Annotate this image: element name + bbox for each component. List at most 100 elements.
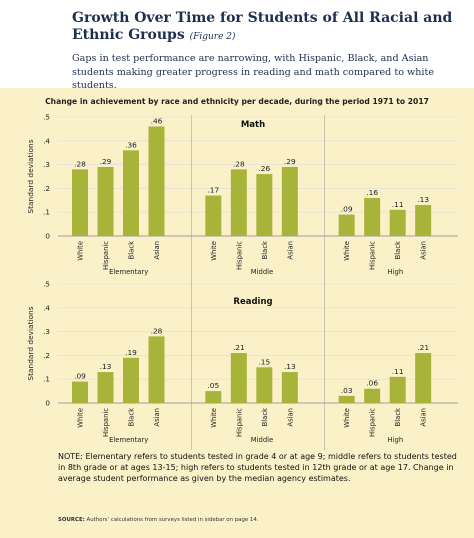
reading-category-label: White [210, 408, 218, 428]
reading-data-label: .15 [258, 357, 270, 366]
reading-data-label: .11 [392, 367, 404, 376]
source-text: Authors’ calculations from surveys liste… [86, 517, 259, 523]
reading-category-label: Asian [420, 408, 428, 427]
math-category-label: Black [128, 241, 136, 259]
reading-bar-high-white [338, 395, 355, 403]
math-bar-high-white [338, 214, 355, 236]
math-group-label: High [388, 268, 404, 276]
reading-data-label: .09 [74, 372, 86, 381]
math-bar-high-hispanic [364, 197, 381, 236]
reading-bar-high-hispanic [364, 388, 381, 403]
figure-title-text: Growth Over Time for Students of All Rac… [72, 10, 453, 43]
math-data-label: .28 [74, 159, 86, 168]
math-bar-middle-black [256, 174, 273, 236]
math-bar-elementary-white [72, 169, 88, 236]
math-bar-elementary-hispanic [97, 166, 114, 236]
math-bar-middle-asian [281, 166, 298, 236]
math-data-label: .16 [366, 188, 378, 197]
chart-note: NOTE: Elementary refers to students test… [58, 452, 457, 483]
math-data-label: .11 [392, 200, 404, 209]
math-group-label: Middle [251, 268, 273, 276]
reading-bar-middle-hispanic [230, 353, 247, 403]
reading-group-label: Elementary [109, 436, 148, 444]
math-bar-elementary-asian [148, 126, 165, 236]
reading-y-tick-label: .2 [43, 351, 50, 360]
math-y-tick-label: .2 [43, 184, 50, 193]
math-data-label: .26 [258, 164, 270, 173]
math-data-label: .29 [100, 157, 112, 166]
figure-header: Growth Over Time for Students of All Rac… [0, 0, 474, 92]
reading-group-label: Middle [251, 436, 273, 444]
reading-category-label: Asian [286, 408, 294, 427]
math-bar-high-black [389, 209, 406, 236]
reading-y-tick-label: .4 [43, 303, 50, 312]
math-data-label: .09 [341, 205, 353, 214]
math-category-label: Hispanic [102, 241, 110, 270]
math-category-label: Black [394, 241, 402, 259]
reading-bar-high-black [389, 376, 406, 403]
math-category-label: Black [261, 241, 269, 259]
chart-panel [0, 88, 474, 538]
math-data-label: .29 [284, 157, 296, 166]
math-y-tick-label: .1 [43, 208, 50, 217]
reading-category-label: Hispanic [369, 408, 377, 437]
reading-data-label: .28 [151, 326, 163, 335]
reading-y-tick-label: .1 [43, 375, 50, 384]
reading-category-label: Black [128, 408, 136, 426]
math-y-tick-label: .3 [43, 160, 50, 169]
math-category-label: Hispanic [235, 241, 243, 270]
reading-category-label: White [343, 408, 351, 428]
math-bar-middle-white [205, 195, 222, 236]
source-label: SOURCE: [58, 517, 85, 523]
math-category-label: Asian [420, 241, 428, 260]
math-category-label: White [343, 241, 351, 261]
math-data-label: .36 [125, 140, 137, 149]
reading-category-label: Black [394, 408, 402, 426]
math-data-label: .28 [233, 159, 245, 168]
figure-number: (Figure 2) [189, 32, 236, 42]
reading-bar-elementary-white [72, 381, 88, 403]
reading-category-label: Black [261, 408, 269, 426]
math-y-tick-label: .4 [43, 136, 50, 145]
reading-bar-middle-black [256, 367, 273, 403]
math-y-tick-label: 0 [45, 232, 50, 241]
math-category-label: Asian [153, 241, 161, 260]
math-category-label: White [77, 241, 85, 261]
reading-data-label: .21 [417, 343, 429, 352]
math-bar-middle-hispanic [230, 169, 247, 236]
reading-data-label: .13 [100, 362, 112, 371]
math-category-label: Hispanic [369, 241, 377, 270]
reading-data-label: .21 [233, 343, 245, 352]
reading-y-tick-label: .3 [43, 327, 50, 336]
reading-category-label: White [77, 408, 85, 428]
reading-y-axis-title: Standard deviations [26, 306, 35, 380]
reading-data-label: .05 [207, 381, 219, 390]
reading-bar-middle-white [205, 391, 222, 403]
reading-bar-middle-asian [281, 372, 298, 403]
reading-bar-elementary-asian [148, 336, 165, 403]
math-data-label: .46 [151, 117, 163, 126]
chart-source: SOURCE: Authors’ calculations from surve… [58, 517, 463, 523]
reading-y-tick-label: 0 [45, 399, 50, 408]
math-bar-high-asian [415, 205, 432, 236]
reading-category-label: Asian [153, 408, 161, 427]
math-data-label: .17 [207, 186, 219, 195]
math-y-axis-title: Standard deviations [26, 139, 35, 213]
reading-chart-title: Reading [233, 297, 272, 307]
reading-bar-high-asian [415, 353, 432, 403]
math-bar-elementary-black [123, 150, 139, 236]
math-data-label: .13 [417, 195, 429, 204]
reading-group-label: High [388, 436, 404, 444]
chart-heading: Change in achievement by race and ethnic… [45, 97, 429, 106]
math-group-label: Elementary [109, 268, 148, 276]
reading-data-label: .06 [366, 379, 378, 388]
reading-data-label: .19 [125, 348, 137, 357]
reading-bar-elementary-black [123, 357, 139, 403]
reading-y-tick-label: .5 [43, 280, 50, 289]
reading-category-label: Hispanic [102, 408, 110, 437]
figure-title: Growth Over Time for Students of All Rac… [72, 10, 462, 46]
reading-data-label: .03 [341, 386, 353, 395]
reading-bar-elementary-hispanic [97, 372, 114, 403]
figure-subtitle: Gaps in test performance are narrowing, … [72, 53, 435, 91]
